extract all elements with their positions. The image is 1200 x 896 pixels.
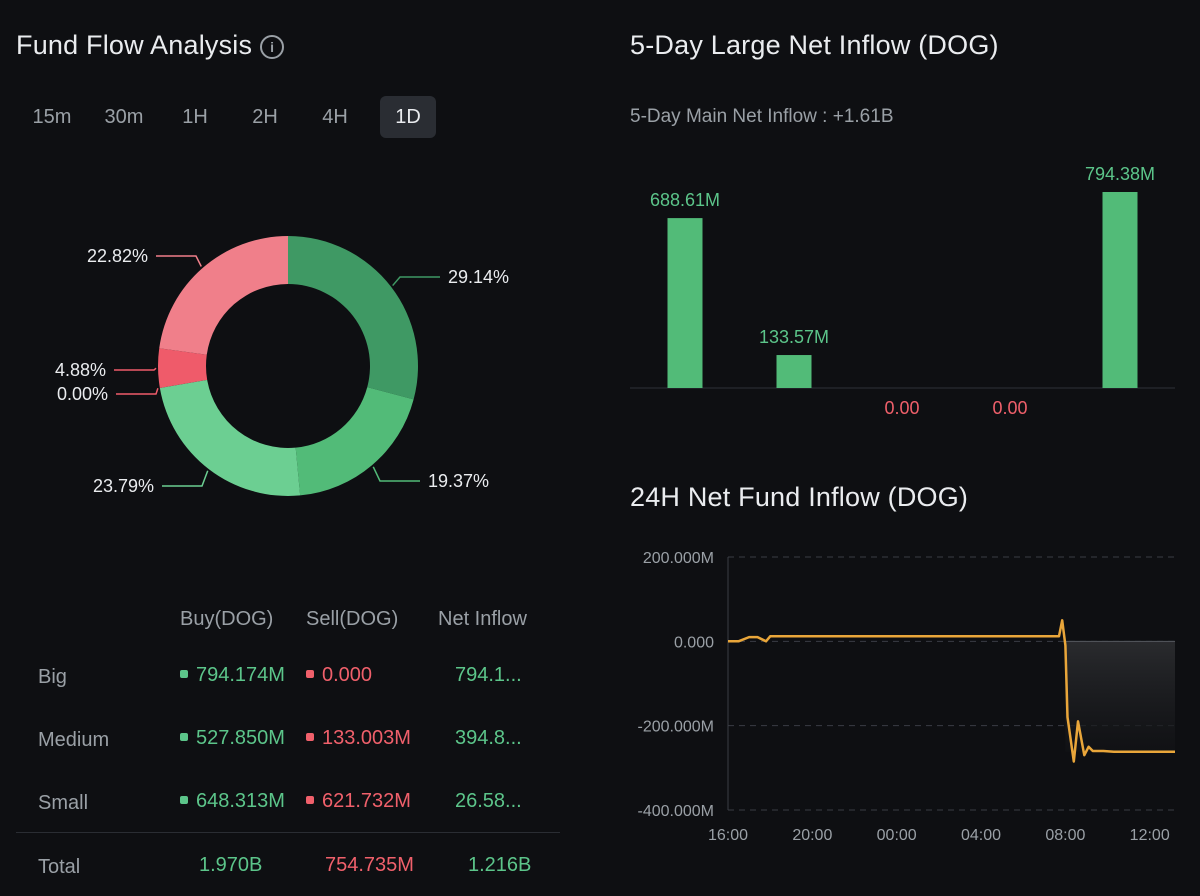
row-label-big: Big	[38, 666, 67, 688]
buy-dot	[180, 795, 188, 804]
info-icon[interactable]: i	[260, 34, 285, 59]
tab-1d[interactable]: 1D	[380, 96, 436, 138]
x-tick-label: 16:00	[708, 827, 748, 844]
five-day-subtitle: 5-Day Main Net Inflow : +1.61B	[630, 106, 894, 127]
big-sell-value: 0.000	[322, 664, 373, 686]
bar[interactable]	[776, 355, 812, 388]
row-label-medium: Medium	[38, 729, 110, 751]
big-buy-value: 794.174M	[196, 664, 285, 686]
x-tick-label: 20:00	[792, 827, 832, 844]
medium-net: 394.8...	[455, 727, 522, 749]
buy-dot	[180, 669, 188, 678]
donut-slice[interactable]	[295, 387, 414, 496]
small-sell-value: 621.732M	[322, 790, 411, 812]
header-buy: Buy(DOG)	[180, 608, 274, 630]
y-tick-label: -200.000M	[638, 719, 715, 736]
tab-4h[interactable]: 4H	[322, 106, 348, 128]
big-buy: 794.174M	[180, 664, 285, 687]
bar-value-label: 133.57M	[759, 327, 829, 347]
buy-dot	[180, 732, 188, 741]
net24-line-chart: 200.000M 0.000 -200.000M -400.000M 16:00 20:0…	[638, 550, 1175, 844]
big-sell: 0.000	[306, 664, 372, 687]
tab-1h[interactable]: 1H	[182, 106, 208, 128]
bar-value-label: 0.00	[992, 398, 1027, 418]
x-tick-label: 00:00	[877, 827, 917, 844]
donut-label: 19.37%	[428, 471, 489, 491]
sell-dot	[306, 669, 314, 678]
donut-label: 4.88%	[55, 360, 106, 380]
donut-leader-line	[162, 470, 209, 487]
total-sell: 754.735M	[325, 854, 414, 876]
y-tick-label: 200.000M	[643, 550, 714, 567]
donut-leader-line	[392, 276, 440, 287]
table-divider	[16, 832, 560, 833]
header-net-inflow: Net Inflow	[438, 608, 527, 630]
bar[interactable]	[1102, 192, 1138, 388]
donut-label: 22.82%	[87, 246, 148, 266]
donut-leader-line	[372, 466, 420, 482]
medium-sell-value: 133.003M	[322, 727, 411, 749]
donut-slice[interactable]	[159, 379, 301, 496]
sell-dot	[306, 795, 314, 804]
tab-15m[interactable]: 15m	[32, 106, 72, 128]
total-buy: 1.970B	[199, 854, 263, 876]
x-tick-label: 08:00	[1045, 827, 1085, 844]
bar-value-label: 688.61M	[650, 190, 720, 210]
donut-label: 0.00%	[57, 384, 108, 404]
header-sell: Sell(DOG)	[306, 608, 399, 630]
fund-flow-donut-chart: 29.14% 19.37% 23.79% 0.00% 4.88% 22.82%	[55, 236, 509, 496]
small-buy-value: 648.313M	[196, 790, 285, 812]
medium-sell: 133.003M	[306, 727, 411, 750]
donut-label: 29.14%	[448, 267, 509, 287]
tab-30m[interactable]: 30m	[104, 106, 144, 128]
x-tick-label: 12:00	[1130, 827, 1170, 844]
small-net: 26.58...	[455, 790, 522, 812]
y-tick-label: -400.000M	[638, 803, 715, 820]
medium-buy: 527.850M	[180, 727, 285, 750]
x-tick-label: 04:00	[961, 827, 1001, 844]
y-tick-label: 0.000	[674, 634, 714, 651]
row-label-total: Total	[38, 856, 81, 878]
tab-2h[interactable]: 2H	[252, 106, 278, 128]
donut-label: 23.79%	[93, 476, 154, 496]
small-sell: 621.732M	[306, 790, 411, 813]
medium-buy-value: 527.850M	[196, 727, 285, 749]
five-day-title: 5-Day Large Net Inflow (DOG)	[630, 30, 999, 60]
donut-slice[interactable]	[157, 348, 208, 388]
big-net: 794.1...	[455, 664, 522, 686]
fund-flow-title: Fund Flow Analysis i	[16, 30, 285, 61]
donut-leader-line	[156, 255, 202, 267]
bar[interactable]	[667, 218, 703, 388]
net24-title: 24H Net Fund Inflow (DOG)	[630, 482, 969, 512]
row-label-small: Small	[38, 792, 89, 814]
bar-value-label: 0.00	[884, 398, 919, 418]
net-inflow-line[interactable]	[728, 619, 1175, 763]
fund-flow-title-text: Fund Flow Analysis	[16, 30, 253, 60]
total-net: 1.216B	[468, 854, 532, 876]
five-day-bar-chart: 688.61M 133.57M 0.00 0.00 794.38M	[630, 164, 1175, 418]
donut-slice[interactable]	[159, 236, 288, 355]
donut-leader-line	[114, 367, 157, 371]
small-buy: 648.313M	[180, 790, 285, 813]
timeframe-tabs: 15m 30m 1H 2H 4H 1D	[16, 96, 436, 138]
donut-leader-line	[116, 388, 159, 395]
donut-slice[interactable]	[288, 236, 418, 400]
bar-value-label: 794.38M	[1085, 164, 1155, 184]
negative-area	[1065, 641, 1175, 752]
sell-dot	[306, 732, 314, 741]
